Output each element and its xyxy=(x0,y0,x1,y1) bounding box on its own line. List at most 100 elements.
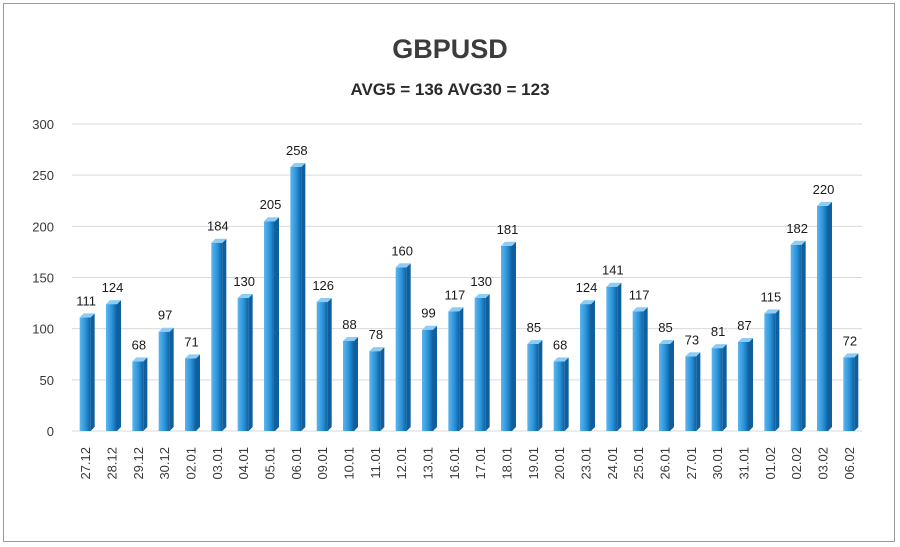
data-label: 78 xyxy=(369,327,383,342)
bar-side xyxy=(591,300,595,431)
bar-side xyxy=(775,309,780,431)
bar-side xyxy=(169,327,174,431)
bar-top xyxy=(474,293,490,298)
x-tick-label: 03.02 xyxy=(816,447,831,480)
bar-top xyxy=(501,241,516,246)
x-tick-label: 16.01 xyxy=(447,447,462,480)
bar xyxy=(738,337,753,431)
bar xyxy=(448,307,464,431)
data-label: 97 xyxy=(158,308,172,323)
data-label: 85 xyxy=(658,320,672,335)
chart-subtitle: AVG5 = 136 AVG30 = 123 xyxy=(350,80,549,99)
bar xyxy=(316,298,332,431)
bar xyxy=(659,340,674,431)
bar-front xyxy=(817,205,828,431)
bar-top xyxy=(132,357,148,362)
bar-front xyxy=(316,302,328,431)
bar xyxy=(369,347,385,431)
x-tick-label: 13.01 xyxy=(421,447,436,480)
bar-front xyxy=(501,245,512,431)
bar-top xyxy=(843,353,859,358)
bar-side xyxy=(617,282,622,431)
bar-side xyxy=(801,240,806,431)
bar xyxy=(211,238,227,431)
y-tick-label: 150 xyxy=(32,271,54,286)
data-label: 182 xyxy=(786,221,808,236)
x-tick-label: 31.01 xyxy=(737,447,752,480)
bar xyxy=(553,357,569,431)
bar-top xyxy=(764,309,780,314)
bar-front xyxy=(711,348,723,431)
bar xyxy=(474,293,490,431)
bar-side xyxy=(749,337,753,431)
bar-top xyxy=(79,313,95,318)
bar-side xyxy=(222,238,227,431)
x-tick-label: 12.01 xyxy=(394,447,409,480)
x-tick-label: 25.01 xyxy=(631,447,646,480)
chart-title: GBPUSD xyxy=(392,34,508,64)
bar xyxy=(343,336,358,431)
data-label: 205 xyxy=(260,197,282,212)
x-tick-label: 03.01 xyxy=(210,447,225,480)
x-tick-label: 01.02 xyxy=(763,447,778,480)
bar-side xyxy=(670,340,674,431)
bar-side xyxy=(275,217,279,431)
bar-front xyxy=(606,286,618,431)
x-tick-label: 28.12 xyxy=(105,447,120,480)
y-tick-label: 250 xyxy=(32,168,54,183)
bar-top xyxy=(632,307,648,312)
x-tick-label: 05.01 xyxy=(263,447,278,480)
data-label: 81 xyxy=(711,324,725,339)
bar xyxy=(790,240,806,431)
data-label: 117 xyxy=(444,287,465,302)
bar-top xyxy=(185,354,200,359)
gridlines xyxy=(72,123,862,432)
bar-front xyxy=(395,267,407,431)
bar-front xyxy=(580,304,591,431)
bar xyxy=(501,241,516,431)
data-label: 141 xyxy=(602,263,624,278)
bar-top xyxy=(316,298,332,303)
data-label: 87 xyxy=(737,318,751,333)
bar-top xyxy=(369,347,385,352)
bar-front xyxy=(211,242,223,431)
y-axis: 0 50 100 150 200 250 300 xyxy=(32,117,54,439)
bar xyxy=(527,340,543,431)
bar-side xyxy=(380,347,385,431)
bar-top xyxy=(659,340,674,345)
x-tick-label: 09.01 xyxy=(315,447,330,480)
bar-front xyxy=(343,340,354,431)
data-label: 181 xyxy=(497,222,519,237)
bar-top xyxy=(790,240,806,245)
bar-side xyxy=(564,357,569,431)
bar-top xyxy=(343,336,358,341)
y-tick-label: 0 xyxy=(47,424,54,439)
bar xyxy=(158,327,174,431)
bar-front xyxy=(764,313,776,431)
data-label: 115 xyxy=(760,289,781,304)
bar xyxy=(711,344,727,431)
bar-top xyxy=(395,263,411,268)
data-label: 111 xyxy=(76,293,96,308)
data-label: 73 xyxy=(685,332,699,347)
bar-top xyxy=(290,162,306,167)
bar-side xyxy=(354,336,358,431)
bar xyxy=(580,300,595,431)
bar-top xyxy=(158,327,174,332)
bar-top xyxy=(527,340,543,345)
data-label: 160 xyxy=(391,243,413,258)
bar-front xyxy=(369,351,381,431)
x-tick-label: 06.01 xyxy=(289,447,304,480)
data-label: 68 xyxy=(132,337,146,352)
x-tick-label: 23.01 xyxy=(579,447,594,480)
x-tick-label: 10.01 xyxy=(342,447,357,480)
bar-front xyxy=(659,344,670,431)
bar xyxy=(685,352,701,431)
bar xyxy=(606,282,622,431)
data-labels: 111 124 68 97 71 184 130 205 258 126 88 78 160 99 117 1… xyxy=(76,143,857,352)
bar-top xyxy=(448,307,464,312)
data-label: 124 xyxy=(102,280,124,295)
bar-side xyxy=(722,344,727,431)
bar-side xyxy=(512,241,516,431)
bar xyxy=(106,300,121,431)
